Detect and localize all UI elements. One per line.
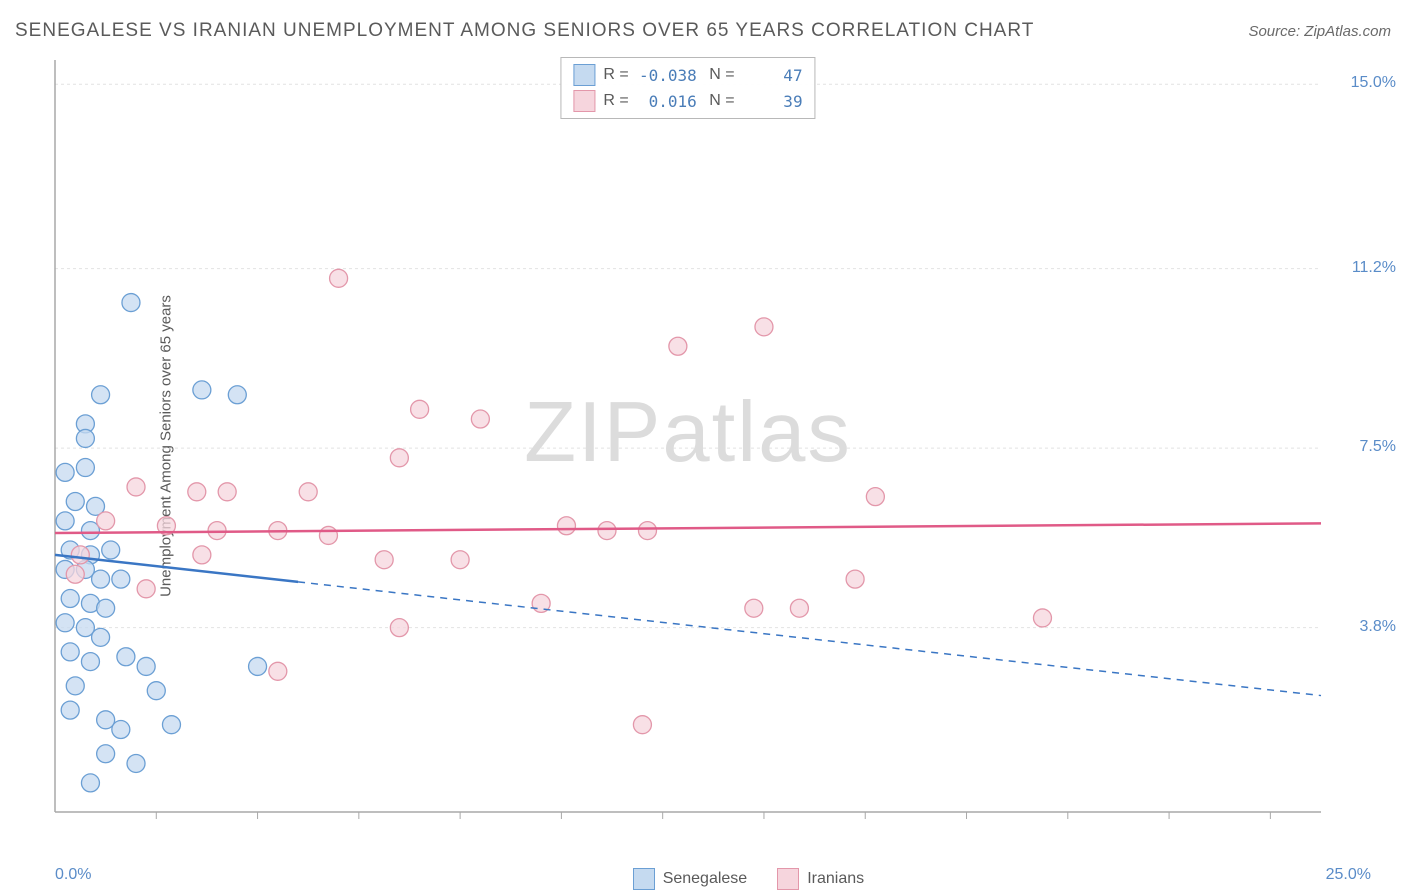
senegalese-swatch <box>573 64 595 86</box>
source-attribution: Source: ZipAtlas.com <box>1248 23 1391 40</box>
chart-header: SENEGALESE VS IRANIAN UNEMPLOYMENT AMONG… <box>15 20 1391 42</box>
chart-title: SENEGALESE VS IRANIAN UNEMPLOYMENT AMONG… <box>15 20 1034 42</box>
iranians-legend-label: Iranians <box>807 870 864 888</box>
iranians-swatch <box>573 90 595 112</box>
senegalese-legend-label: Senegalese <box>663 870 748 888</box>
legend-item-iranians: Iranians <box>777 868 864 890</box>
senegalese-n-value: 47 <box>743 66 803 85</box>
y-tick-label: 3.8% <box>1360 618 1396 636</box>
bottom-legend: Senegalese Iranians <box>633 868 864 890</box>
scatter-chart-svg <box>50 55 1326 842</box>
n-label: N = <box>705 66 735 84</box>
r-label: R = <box>603 92 628 110</box>
stats-legend-box: R = -0.038 N = 47 R = 0.016 N = 39 <box>560 57 815 119</box>
legend-item-senegalese: Senegalese <box>633 868 748 890</box>
senegalese-legend-swatch <box>633 868 655 890</box>
y-tick-label: 7.5% <box>1360 438 1396 456</box>
n-label: N = <box>705 92 735 110</box>
chart-area: ZIPatlas R = -0.038 N = 47 R = 0.016 N =… <box>50 55 1326 842</box>
x-axis-max-label: 25.0% <box>1326 866 1371 884</box>
y-tick-label: 15.0% <box>1351 74 1396 92</box>
stats-row-senegalese: R = -0.038 N = 47 <box>573 62 802 88</box>
iranians-legend-swatch <box>777 868 799 890</box>
senegalese-r-value: -0.038 <box>637 66 697 85</box>
r-label: R = <box>603 66 628 84</box>
iranians-r-value: 0.016 <box>637 92 697 111</box>
x-axis-min-label: 0.0% <box>55 866 91 884</box>
y-tick-label: 11.2% <box>1352 259 1396 277</box>
stats-row-iranians: R = 0.016 N = 39 <box>573 88 802 114</box>
iranians-n-value: 39 <box>743 92 803 111</box>
